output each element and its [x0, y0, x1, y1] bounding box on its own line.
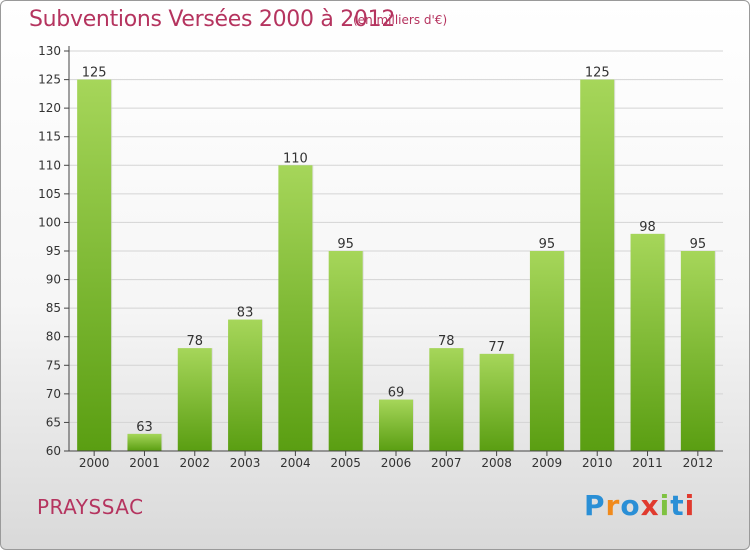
data-label: 78: [186, 334, 203, 349]
x-tick-label: 2011: [632, 456, 663, 470]
logo-letter: x: [640, 489, 660, 522]
y-tick-label: 85: [46, 301, 61, 315]
x-tick-label: 2003: [230, 456, 261, 470]
logo-letter: P: [584, 489, 606, 522]
data-label: 125: [82, 66, 107, 81]
data-label: 77: [488, 340, 505, 355]
y-tick-label: 90: [46, 273, 61, 287]
x-tick-label: 2010: [582, 456, 613, 470]
logo-letter: o: [620, 489, 641, 522]
data-label: 125: [585, 66, 610, 81]
x-tick-label: 2005: [330, 456, 361, 470]
data-label: 83: [237, 306, 254, 321]
logo-letter: t: [670, 489, 685, 522]
data-label: 110: [283, 151, 308, 166]
bar: [278, 165, 313, 452]
bar: [630, 233, 665, 451]
bar: [429, 348, 464, 451]
y-tick-label: 120: [38, 101, 61, 115]
bar: [580, 79, 615, 452]
data-label: 95: [690, 237, 707, 252]
x-tick-label: 2004: [280, 456, 311, 470]
proxiti-logo: Proxiti: [584, 489, 695, 522]
data-label: 63: [136, 420, 153, 435]
x-tick-label: 2007: [431, 456, 462, 470]
y-tick-label: 100: [38, 215, 61, 229]
x-tick-label: 2009: [532, 456, 563, 470]
data-label: 98: [639, 220, 656, 235]
bar: [177, 348, 212, 451]
bar: [680, 251, 715, 451]
chart-subtitle: (en milliers d'€): [353, 13, 448, 27]
y-tick-label: 65: [46, 415, 61, 429]
bar: [529, 251, 564, 451]
commune-name: PRAYSSAC: [37, 495, 144, 519]
y-tick-label: 60: [46, 444, 61, 458]
bar: [379, 399, 413, 451]
bar: [77, 79, 112, 452]
bars: [77, 79, 716, 452]
x-tick-label: 2012: [683, 456, 714, 470]
y-tick-label: 105: [38, 187, 61, 201]
x-tick-label: 2006: [381, 456, 412, 470]
y-tick-label: 75: [46, 358, 61, 372]
x-tick-label: 2000: [79, 456, 110, 470]
labels: 60 65 70 75 80 85 90 95 100 105 110 115 120 125 130 200…: [38, 44, 713, 470]
y-tick-label: 110: [38, 158, 61, 172]
data-label: 69: [388, 386, 405, 401]
bar: [479, 353, 514, 451]
bar: [127, 433, 162, 451]
data-label: 95: [539, 237, 556, 252]
y-tick-label: 95: [46, 244, 61, 258]
bar: [228, 319, 263, 451]
bar: [328, 251, 363, 451]
chart-title: Subventions Versées 2000 à 2012: [29, 7, 396, 32]
x-tick-label: 2001: [129, 456, 160, 470]
logo-letter: i: [659, 489, 671, 522]
y-tick-label: 80: [46, 330, 61, 344]
y-tick-label: 70: [46, 387, 61, 401]
y-tick-label: 115: [38, 130, 61, 144]
logo-letter: i: [684, 489, 696, 522]
data-label: 95: [337, 237, 354, 252]
logo-letter: r: [605, 489, 621, 522]
x-tick-label: 2002: [179, 456, 210, 470]
y-tick-label: 125: [38, 73, 61, 87]
y-tick-label: 130: [38, 44, 61, 58]
data-label: 78: [438, 334, 455, 349]
x-tick-label: 2008: [481, 456, 512, 470]
axes: [64, 46, 723, 456]
